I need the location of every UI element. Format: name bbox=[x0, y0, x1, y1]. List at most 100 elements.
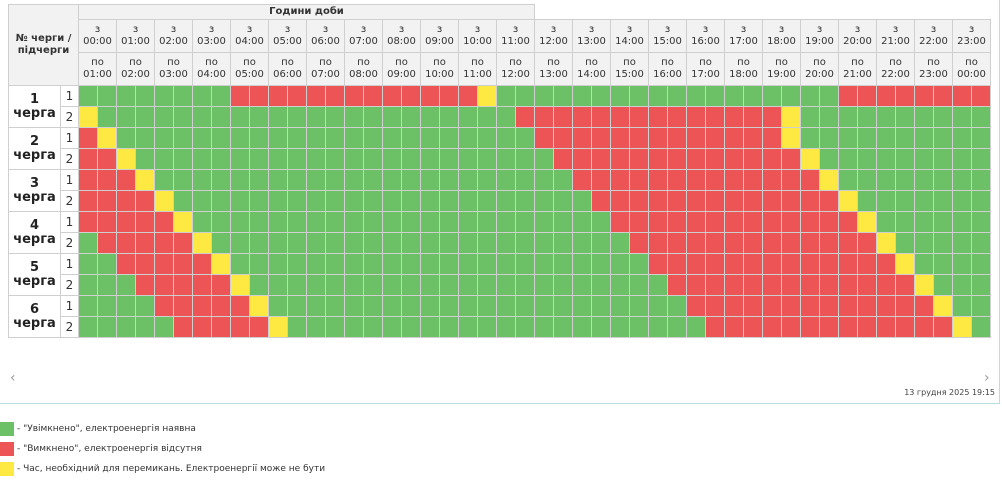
slot-cell bbox=[401, 274, 421, 296]
slot-cell bbox=[116, 85, 136, 107]
slot-cell bbox=[230, 169, 250, 191]
slot-cell bbox=[686, 190, 706, 212]
slot-cell bbox=[819, 211, 839, 233]
queue-word: черга bbox=[13, 105, 56, 121]
slot-cell bbox=[496, 190, 516, 212]
slot-cell bbox=[154, 148, 174, 170]
slot-cell bbox=[591, 85, 611, 107]
queue-header-line1: № черги / bbox=[15, 33, 72, 44]
slot-cell bbox=[572, 295, 592, 317]
slot-cell bbox=[154, 295, 174, 317]
slot-cell bbox=[610, 106, 630, 128]
hour-from-header: з 05:00 bbox=[268, 19, 307, 53]
hour-from-header: з 23:00 bbox=[952, 19, 991, 53]
slot-cell bbox=[306, 85, 326, 107]
subqueue-number: 2 bbox=[60, 316, 79, 338]
slot-cell bbox=[857, 190, 877, 212]
slot-cell bbox=[78, 85, 98, 107]
slot-cell bbox=[458, 169, 478, 191]
slot-cell bbox=[648, 85, 668, 107]
slot-cell bbox=[800, 295, 820, 317]
slot-cell bbox=[819, 316, 839, 338]
slot-cell bbox=[458, 190, 478, 212]
slot-cell bbox=[572, 253, 592, 275]
slot-cell bbox=[515, 316, 535, 338]
slot-cell bbox=[363, 148, 383, 170]
slot-cell bbox=[249, 274, 269, 296]
slot-cell bbox=[401, 316, 421, 338]
slot-cell bbox=[667, 211, 687, 233]
slot-cell bbox=[781, 274, 801, 296]
hour-to-header: по 07:00 bbox=[306, 52, 345, 86]
slot-cell bbox=[724, 148, 744, 170]
slot-cell bbox=[591, 148, 611, 170]
slot-cell bbox=[781, 148, 801, 170]
slot-cell bbox=[477, 127, 497, 149]
slot-cell bbox=[268, 274, 288, 296]
slot-cell bbox=[610, 274, 630, 296]
slot-cell bbox=[363, 232, 383, 254]
hour-from-header: з 15:00 bbox=[648, 19, 687, 53]
slot-cell bbox=[439, 106, 459, 128]
slot-cell bbox=[382, 127, 402, 149]
slot-cell bbox=[876, 232, 896, 254]
slot-cell bbox=[781, 127, 801, 149]
slot-cell bbox=[952, 211, 972, 233]
slot-cell bbox=[116, 232, 136, 254]
hour-from-header: з 00:00 bbox=[78, 19, 117, 53]
slot-cell bbox=[116, 253, 136, 275]
slot-cell bbox=[439, 211, 459, 233]
slot-cell bbox=[401, 253, 421, 275]
slot-cell bbox=[553, 274, 573, 296]
slot-cell bbox=[154, 169, 174, 191]
slot-cell bbox=[306, 295, 326, 317]
slot-cell bbox=[97, 211, 117, 233]
slot-cell bbox=[705, 316, 725, 338]
slot-cell bbox=[838, 253, 858, 275]
slot-cell bbox=[819, 253, 839, 275]
slot-cell bbox=[933, 169, 953, 191]
schedule-row: 2 bbox=[9, 148, 991, 170]
slot-cell bbox=[952, 190, 972, 212]
slot-cell bbox=[895, 127, 915, 149]
slot-cell bbox=[629, 316, 649, 338]
slot-cell bbox=[895, 106, 915, 128]
slot-cell bbox=[78, 295, 98, 317]
slot-cell bbox=[116, 274, 136, 296]
slot-cell bbox=[135, 106, 155, 128]
slot-cell bbox=[249, 148, 269, 170]
slot-cell bbox=[705, 106, 725, 128]
slot-cell bbox=[610, 85, 630, 107]
slot-cell bbox=[154, 211, 174, 233]
slot-cell bbox=[800, 253, 820, 275]
slot-cell bbox=[211, 106, 231, 128]
slot-cell bbox=[154, 232, 174, 254]
slot-cell bbox=[914, 211, 934, 233]
slot-cell bbox=[97, 253, 117, 275]
hour-to-header: по 20:00 bbox=[800, 52, 839, 86]
slot-cell bbox=[857, 316, 877, 338]
slot-cell bbox=[648, 211, 668, 233]
slot-cell bbox=[838, 190, 858, 212]
slot-cell bbox=[629, 169, 649, 191]
queue-label: 3 черга bbox=[8, 169, 61, 212]
slot-cell bbox=[952, 148, 972, 170]
slot-cell bbox=[857, 169, 877, 191]
slot-cell bbox=[458, 232, 478, 254]
slot-cell bbox=[553, 85, 573, 107]
slot-cell bbox=[515, 211, 535, 233]
slot-cell bbox=[401, 127, 421, 149]
slot-cell bbox=[192, 85, 212, 107]
slot-cell bbox=[363, 295, 383, 317]
scroll-left-button[interactable]: ‹ bbox=[10, 370, 16, 386]
slot-cell bbox=[876, 253, 896, 275]
slot-cell bbox=[610, 127, 630, 149]
slot-cell bbox=[819, 274, 839, 296]
scroll-right-button[interactable]: › bbox=[984, 370, 990, 386]
slot-cell bbox=[249, 295, 269, 317]
slot-cell bbox=[173, 316, 193, 338]
slot-cell bbox=[515, 232, 535, 254]
slot-cell bbox=[306, 274, 326, 296]
slot-cell bbox=[401, 211, 421, 233]
slot-cell bbox=[876, 169, 896, 191]
